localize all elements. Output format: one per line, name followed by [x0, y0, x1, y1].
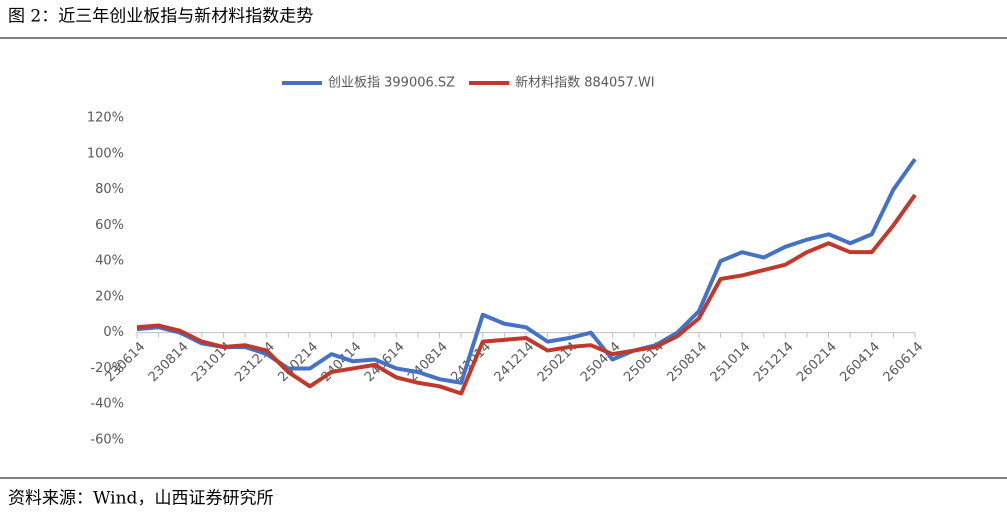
x-tick-label: 251014 — [708, 339, 754, 385]
y-tick-label: 80% — [95, 182, 124, 197]
x-tick-label: 241214 — [492, 339, 538, 385]
y-tick-label: 60% — [95, 218, 124, 233]
source: 资料来源：Wind，山西证券研究所 — [8, 489, 273, 509]
x-tick-label: 250814 — [664, 339, 710, 385]
x-tick-label: 251214 — [751, 339, 797, 385]
y-tick-label: -60% — [90, 433, 124, 448]
y-tick-label: 100% — [87, 146, 124, 161]
y-tick-label: 120% — [87, 111, 124, 126]
x-tick-label: 230814 — [146, 339, 192, 385]
y-tick-label: 0% — [103, 325, 124, 340]
x-tick-label: 260414 — [837, 339, 883, 385]
series-line — [136, 157, 917, 385]
chart-title: 图 2：近三年创业板指与新材料指数走势 — [8, 7, 313, 27]
series-line — [136, 193, 917, 396]
y-tick-label: -20% — [90, 361, 124, 376]
legend-label: 新材料指数 884057.WI — [515, 75, 655, 91]
y-tick-label: 40% — [95, 254, 124, 269]
x-tick-label: 260614 — [881, 339, 927, 385]
y-tick-label: -40% — [90, 397, 124, 412]
x-tick-label: 260214 — [794, 339, 840, 385]
legend-label: 创业板指 399006.SZ — [328, 76, 455, 91]
y-tick-label: 20% — [95, 289, 124, 304]
